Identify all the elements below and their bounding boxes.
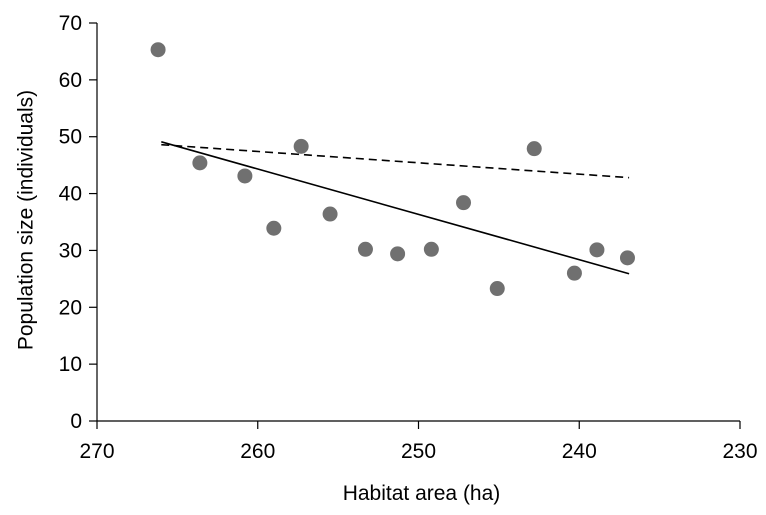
y-ticks: 0 10 20 30 40 50 60 70 <box>59 12 97 433</box>
data-points <box>150 42 635 297</box>
data-point <box>266 220 282 236</box>
y-tick-label: 20 <box>59 296 82 319</box>
y-tick-label: 10 <box>59 353 82 376</box>
y-tick-label: 40 <box>59 183 82 206</box>
x-tick-label: 260 <box>240 440 275 463</box>
solid-trend-line <box>161 141 630 275</box>
data-point <box>526 141 542 157</box>
y-tick-label: 50 <box>59 126 82 149</box>
x-tick-label: 240 <box>562 440 597 463</box>
y-tick-label: 60 <box>59 69 82 92</box>
data-point <box>357 241 373 257</box>
data-point <box>293 138 309 154</box>
y-tick-label: 0 <box>70 410 82 433</box>
x-tick-label: 230 <box>722 440 757 463</box>
data-point <box>150 42 166 58</box>
data-point <box>589 242 605 258</box>
trend-lines <box>161 141 630 275</box>
y-axis-title: Population size (individuals) <box>14 90 37 350</box>
data-point <box>237 168 253 184</box>
y-tick-label: 70 <box>59 12 82 35</box>
data-point <box>566 265 582 281</box>
x-ticks: 270 260 250 240 230 <box>79 421 758 463</box>
dashed-trend-line <box>161 143 630 179</box>
data-point <box>619 250 635 266</box>
data-point <box>456 195 472 211</box>
data-point <box>192 155 208 171</box>
x-axis-title: Habitat area (ha) <box>343 482 501 505</box>
data-point <box>423 241 439 257</box>
y-tick-label: 30 <box>59 239 82 262</box>
data-point <box>390 246 406 262</box>
data-point <box>322 206 338 222</box>
axes <box>96 23 740 422</box>
data-point <box>489 281 505 297</box>
x-tick-label: 250 <box>401 440 436 463</box>
x-tick-label: 270 <box>79 440 114 463</box>
